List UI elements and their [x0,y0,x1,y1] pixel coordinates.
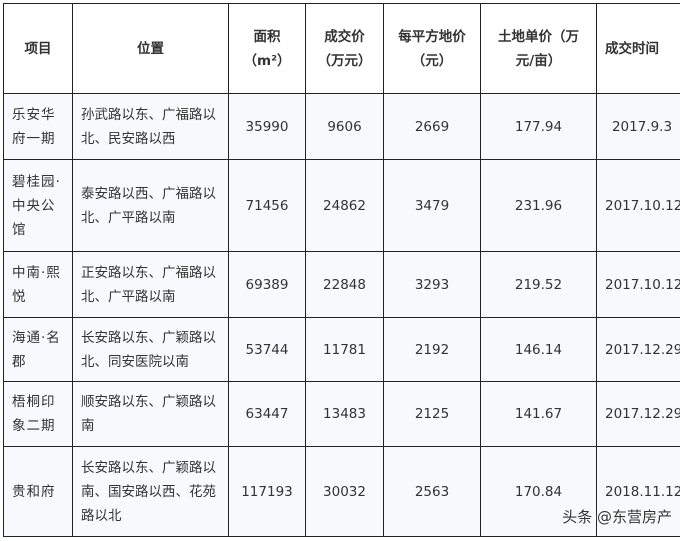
date-cell: 2017.12.29 [596,317,680,382]
header-location: 位置 [72,3,229,94]
location-cell: 正安路以东、广福路以北、广平路以南 [72,251,229,318]
project-cell: 乐安华府一期 [3,93,73,160]
header-land-price: 土地单价（万元/亩） [480,3,597,94]
date-cell: 2017.10.12 [596,159,680,252]
area-cell: 35990 [228,93,306,160]
price-cell: 11781 [305,317,384,382]
location-cell: 长安路以东、广颖路以南、国安路以西、花苑路以北 [72,446,229,537]
header-area: 面积（m²） [228,3,306,94]
table-row: 海通·名郡 长安路以东、广颖路以北、同安医院以南 53744 11781 2192 146… [3,317,680,382]
price-cell: 22848 [305,251,384,318]
project-cell: 贵和府 [3,446,73,537]
location-cell: 孙武路以东、广福路以北、民安路以西 [72,93,229,160]
table-row: 碧桂园·中央公馆 泰安路以西、广福路以北、广平路以南 71456 24862 3479 2… [3,159,680,252]
unit-price-cell: 2125 [383,381,481,447]
header-unit-price: 每平方地价（元） [383,3,481,94]
land-price-cell: 231.96 [480,159,597,252]
header-date: 成交时间 [596,3,680,94]
price-cell: 13483 [305,381,384,447]
unit-price-cell: 2669 [383,93,481,160]
price-cell: 30032 [305,446,384,537]
header-row: 项目 位置 面积（m²） 成交价（万元） 每平方地价（元） 土地单价（万元/亩）… [3,3,680,94]
table-row: 乐安华府一期 孙武路以东、广福路以北、民安路以西 35990 9606 2669 177.… [3,93,680,160]
table-row: 梧桐印象二期 顺安路以东、广颖路以南 63447 13483 2125 141.67 201… [3,381,680,447]
location-cell: 泰安路以西、广福路以北、广平路以南 [72,159,229,252]
project-cell: 碧桂园·中央公馆 [3,159,73,252]
land-transactions-table: 项目 位置 面积（m²） 成交价（万元） 每平方地价（元） 土地单价（万元/亩）… [3,3,680,537]
date-cell: 2017.9.3 [596,93,680,160]
area-cell: 63447 [228,381,306,447]
area-cell: 117193 [228,446,306,537]
location-cell: 长安路以东、广颖路以北、同安医院以南 [72,317,229,382]
price-cell: 24862 [305,159,384,252]
land-price-cell: 141.67 [480,381,597,447]
unit-price-cell: 3293 [383,251,481,318]
land-price-cell: 177.94 [480,93,597,160]
table-row: 中南·熙悦 正安路以东、广福路以北、广平路以南 69389 22848 3293 219.… [3,251,680,318]
header-price: 成交价（万元） [305,3,384,94]
date-cell: 2017.10.12 [596,251,680,318]
date-cell: 2018.11.12 [596,446,680,537]
unit-price-cell: 2192 [383,317,481,382]
land-price-cell: 146.14 [480,317,597,382]
area-cell: 69389 [228,251,306,318]
project-cell: 海通·名郡 [3,317,73,382]
watermark: 头条 @东营房产 [562,508,672,526]
location-cell: 顺安路以东、广颖路以南 [72,381,229,447]
header-project: 项目 [3,3,73,94]
land-price-cell: 219.52 [480,251,597,318]
project-cell: 中南·熙悦 [3,251,73,318]
price-cell: 9606 [305,93,384,160]
date-cell: 2017.12.29 [596,381,680,447]
unit-price-cell: 2563 [383,446,481,537]
table-row: 贵和府 长安路以东、广颖路以南、国安路以西、花苑路以北 117193 30032 256… [3,446,680,537]
land-price-cell: 170.84 [480,446,597,537]
project-cell: 梧桐印象二期 [3,381,73,447]
unit-price-cell: 3479 [383,159,481,252]
area-cell: 53744 [228,317,306,382]
area-cell: 71456 [228,159,306,252]
